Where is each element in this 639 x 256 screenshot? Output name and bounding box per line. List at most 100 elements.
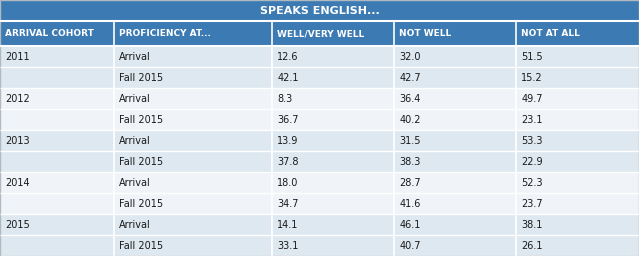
Text: 15.2: 15.2: [521, 73, 543, 83]
Text: 40.7: 40.7: [399, 241, 421, 251]
Text: 37.8: 37.8: [277, 157, 299, 167]
Text: 34.7: 34.7: [277, 199, 299, 209]
Bar: [516, 67, 639, 88]
Text: 2015: 2015: [5, 220, 30, 230]
Text: 41.6: 41.6: [399, 199, 420, 209]
Bar: [272, 67, 394, 88]
Text: 26.1: 26.1: [521, 241, 543, 251]
Bar: [114, 172, 272, 193]
Bar: [114, 151, 272, 172]
Text: SPEAKS ENGLISH...: SPEAKS ENGLISH...: [259, 6, 380, 16]
Bar: [516, 21, 639, 46]
Text: Arrival: Arrival: [119, 94, 151, 104]
Text: Fall 2015: Fall 2015: [119, 157, 163, 167]
Bar: [272, 214, 394, 235]
Bar: [114, 46, 272, 67]
Text: ARRIVAL COHORT: ARRIVAL COHORT: [5, 29, 94, 38]
Bar: [394, 151, 516, 172]
Text: 46.1: 46.1: [399, 220, 420, 230]
Text: 42.1: 42.1: [277, 73, 299, 83]
Text: Fall 2015: Fall 2015: [119, 241, 163, 251]
Bar: [0, 0, 639, 21]
Bar: [114, 67, 272, 88]
Text: 28.7: 28.7: [399, 178, 421, 188]
Text: WELL/VERY WELL: WELL/VERY WELL: [277, 29, 365, 38]
Text: 51.5: 51.5: [521, 52, 543, 62]
Text: Arrival: Arrival: [119, 220, 151, 230]
Bar: [0, 46, 114, 67]
Bar: [0, 88, 114, 109]
Text: 32.0: 32.0: [399, 52, 421, 62]
Bar: [516, 88, 639, 109]
Text: 12.6: 12.6: [277, 52, 299, 62]
Bar: [394, 235, 516, 256]
Text: 23.7: 23.7: [521, 199, 543, 209]
Text: Arrival: Arrival: [119, 52, 151, 62]
Text: 13.9: 13.9: [277, 136, 298, 146]
Bar: [0, 151, 114, 172]
Text: 36.4: 36.4: [399, 94, 420, 104]
Text: 23.1: 23.1: [521, 115, 543, 125]
Bar: [394, 67, 516, 88]
Text: 2014: 2014: [5, 178, 30, 188]
Bar: [272, 235, 394, 256]
Bar: [272, 88, 394, 109]
Text: 22.9: 22.9: [521, 157, 543, 167]
Text: Fall 2015: Fall 2015: [119, 199, 163, 209]
Bar: [0, 214, 114, 235]
Bar: [394, 214, 516, 235]
Text: 18.0: 18.0: [277, 178, 298, 188]
Text: 38.1: 38.1: [521, 220, 543, 230]
Bar: [114, 235, 272, 256]
Bar: [0, 109, 114, 130]
Text: Fall 2015: Fall 2015: [119, 73, 163, 83]
Text: 40.2: 40.2: [399, 115, 421, 125]
Bar: [394, 21, 516, 46]
Bar: [114, 214, 272, 235]
Bar: [516, 109, 639, 130]
Bar: [114, 21, 272, 46]
Text: 38.3: 38.3: [399, 157, 420, 167]
Bar: [516, 151, 639, 172]
Bar: [272, 46, 394, 67]
Text: 14.1: 14.1: [277, 220, 298, 230]
Bar: [394, 130, 516, 151]
Bar: [272, 193, 394, 214]
Bar: [114, 88, 272, 109]
Bar: [0, 67, 114, 88]
Text: 53.3: 53.3: [521, 136, 543, 146]
Text: 52.3: 52.3: [521, 178, 543, 188]
Text: Fall 2015: Fall 2015: [119, 115, 163, 125]
Bar: [516, 214, 639, 235]
Bar: [516, 130, 639, 151]
Text: NOT AT ALL: NOT AT ALL: [521, 29, 580, 38]
Text: Arrival: Arrival: [119, 136, 151, 146]
Text: 33.1: 33.1: [277, 241, 298, 251]
Bar: [394, 172, 516, 193]
Bar: [516, 172, 639, 193]
Text: 36.7: 36.7: [277, 115, 299, 125]
Text: NOT WELL: NOT WELL: [399, 29, 452, 38]
Text: 31.5: 31.5: [399, 136, 421, 146]
Text: PROFICIENCY AT...: PROFICIENCY AT...: [119, 29, 211, 38]
Bar: [272, 21, 394, 46]
Bar: [0, 235, 114, 256]
Bar: [0, 172, 114, 193]
Text: 8.3: 8.3: [277, 94, 293, 104]
Text: 49.7: 49.7: [521, 94, 543, 104]
Text: 42.7: 42.7: [399, 73, 421, 83]
Text: 2012: 2012: [5, 94, 30, 104]
Bar: [272, 109, 394, 130]
Bar: [516, 193, 639, 214]
Bar: [516, 46, 639, 67]
Bar: [272, 172, 394, 193]
Bar: [0, 21, 114, 46]
Text: Arrival: Arrival: [119, 178, 151, 188]
Bar: [0, 130, 114, 151]
Text: 2013: 2013: [5, 136, 30, 146]
Bar: [272, 130, 394, 151]
Bar: [114, 130, 272, 151]
Text: 2011: 2011: [5, 52, 30, 62]
Bar: [114, 193, 272, 214]
Bar: [272, 151, 394, 172]
